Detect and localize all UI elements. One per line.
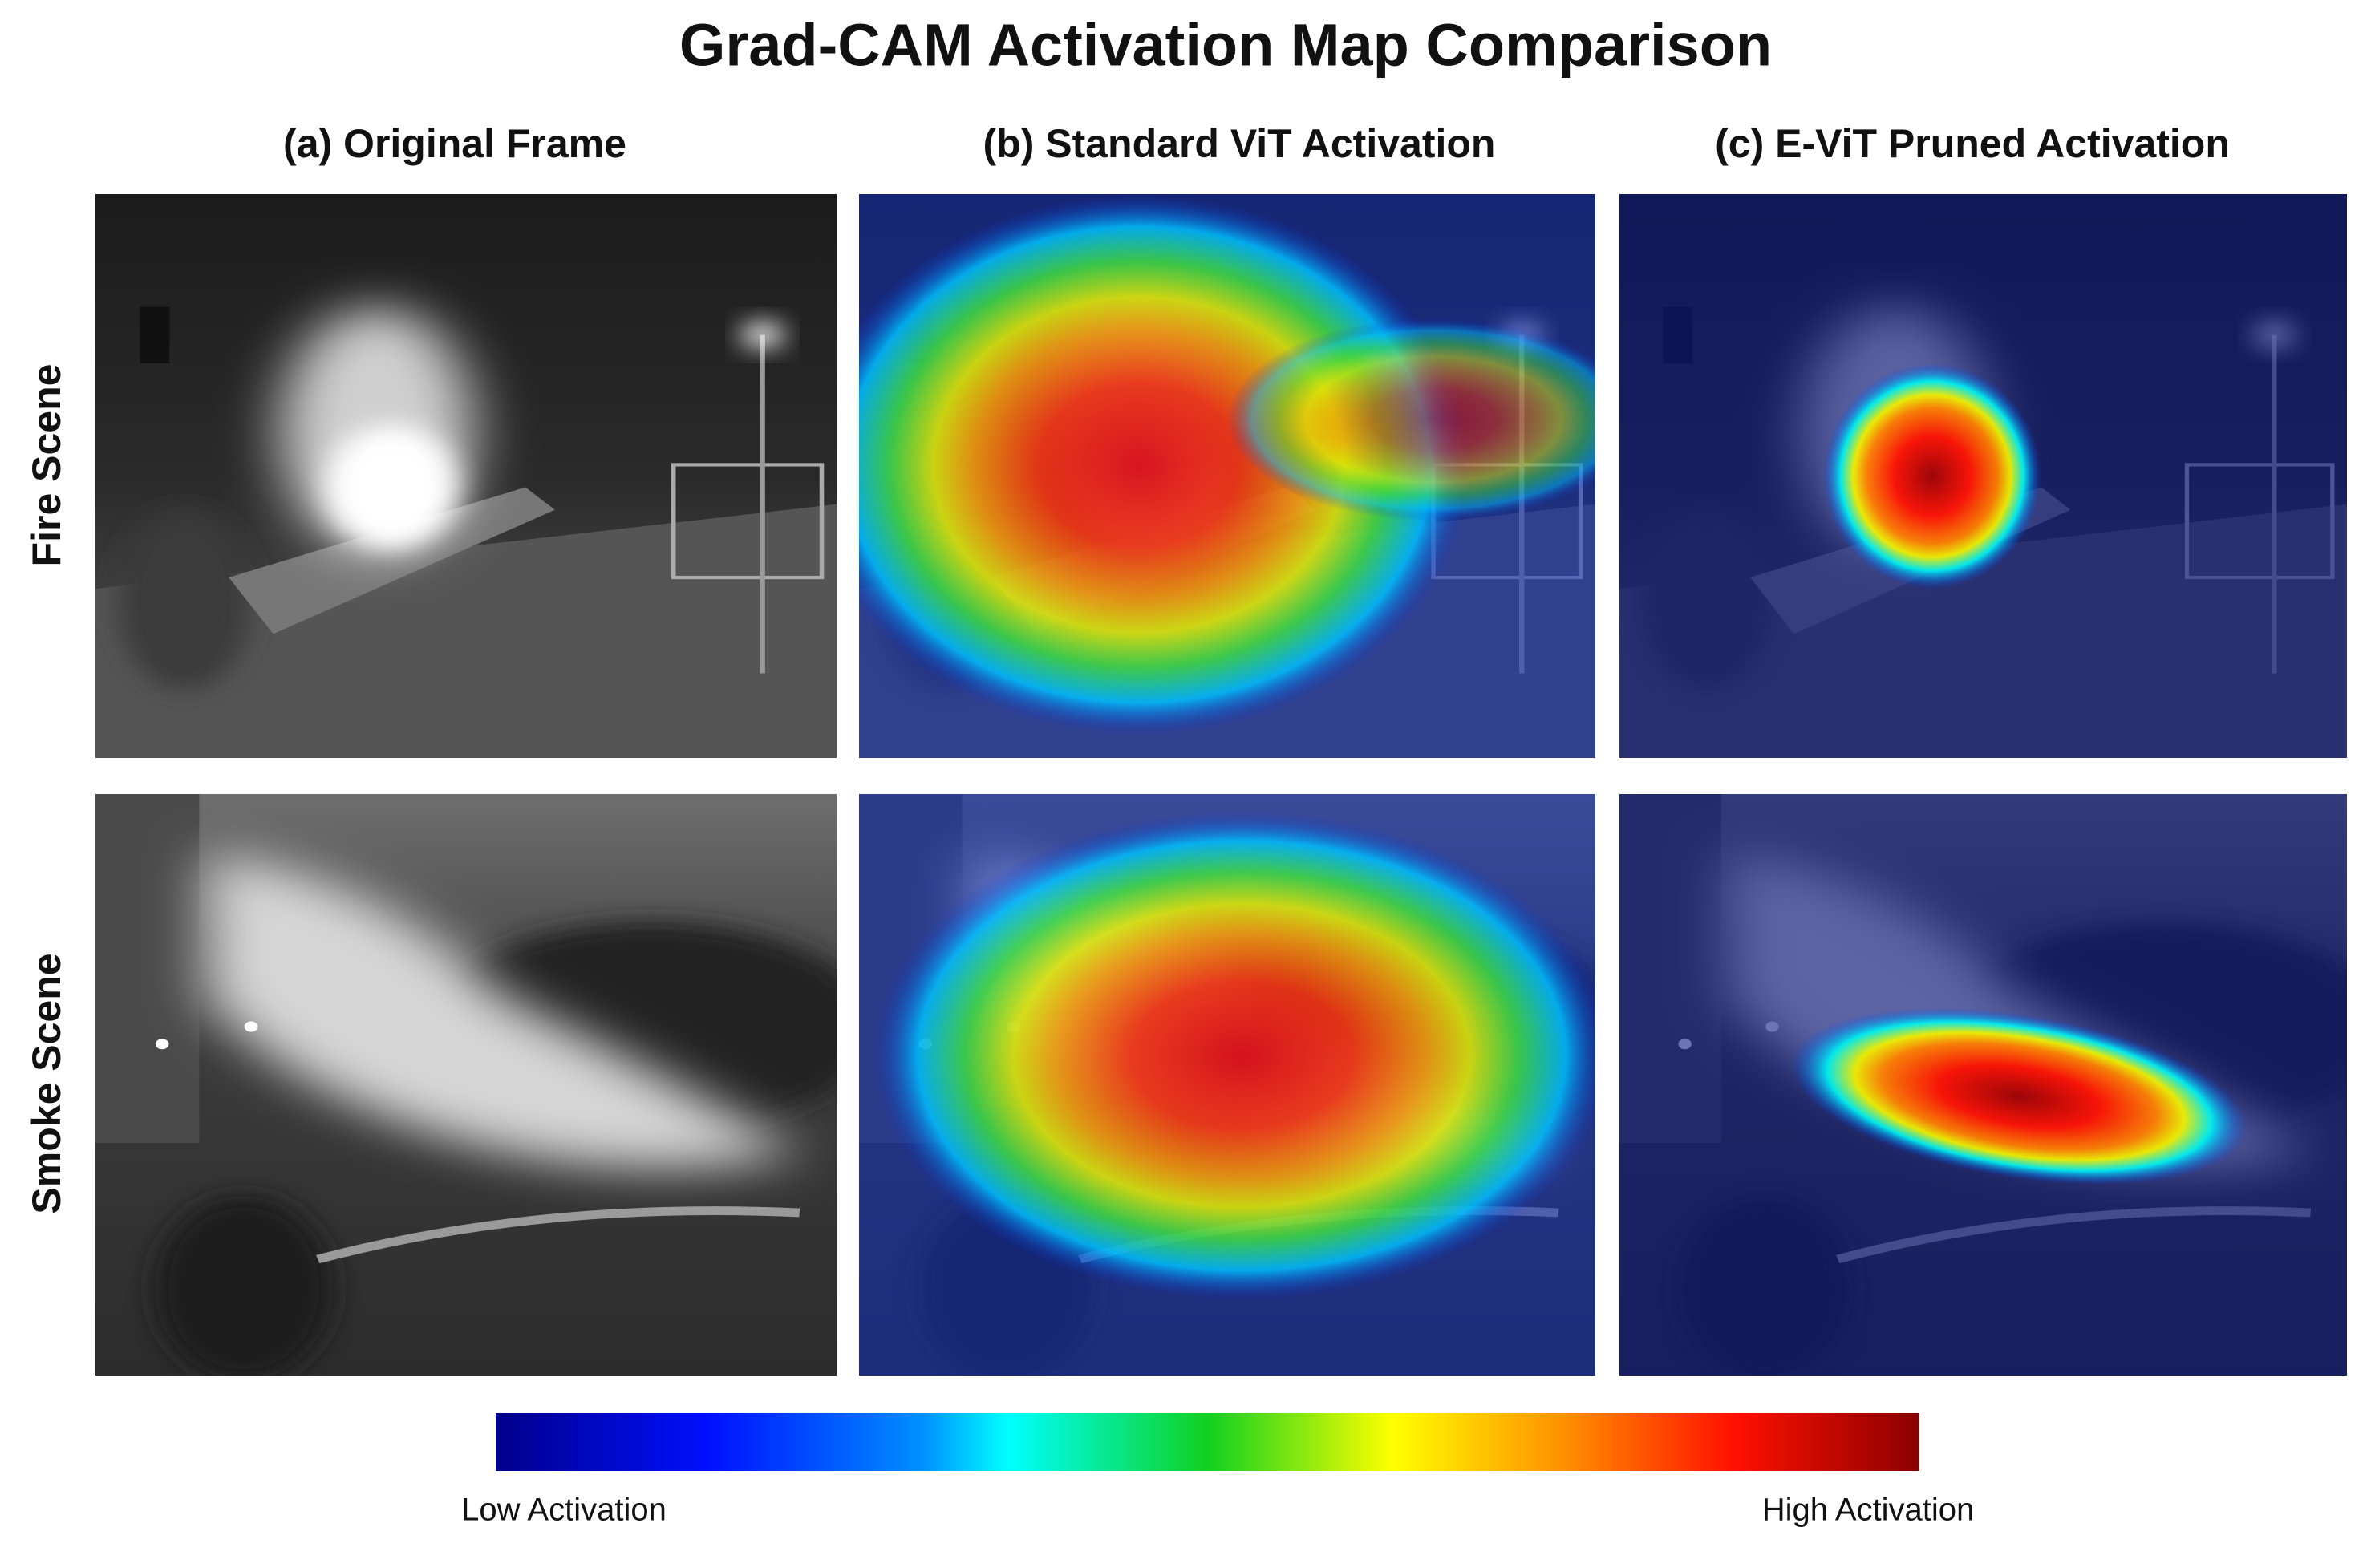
heatmap-panel — [1619, 194, 2347, 758]
colorbar-label: Low Activation — [461, 1493, 667, 1528]
column-header: (a) Original Frame — [283, 121, 626, 166]
column-header: (c) E-ViT Pruned Activation — [1715, 121, 2230, 166]
colorbar-label: High Activation — [1762, 1493, 1975, 1528]
heatmap-panel — [1619, 794, 2347, 1376]
image-panel — [95, 794, 873, 1381]
row-header: Smoke Scene — [24, 953, 69, 1213]
image-panel — [95, 194, 837, 758]
colorbar — [496, 1413, 1919, 1471]
heatmap-panel — [859, 194, 1595, 758]
figure-title: Grad-CAM Activation Map Comparison — [679, 12, 1772, 79]
column-header: (b) Standard ViT Activation — [983, 121, 1496, 166]
row-header: Fire Scene — [24, 364, 69, 567]
heatmap-panel — [859, 794, 1595, 1376]
